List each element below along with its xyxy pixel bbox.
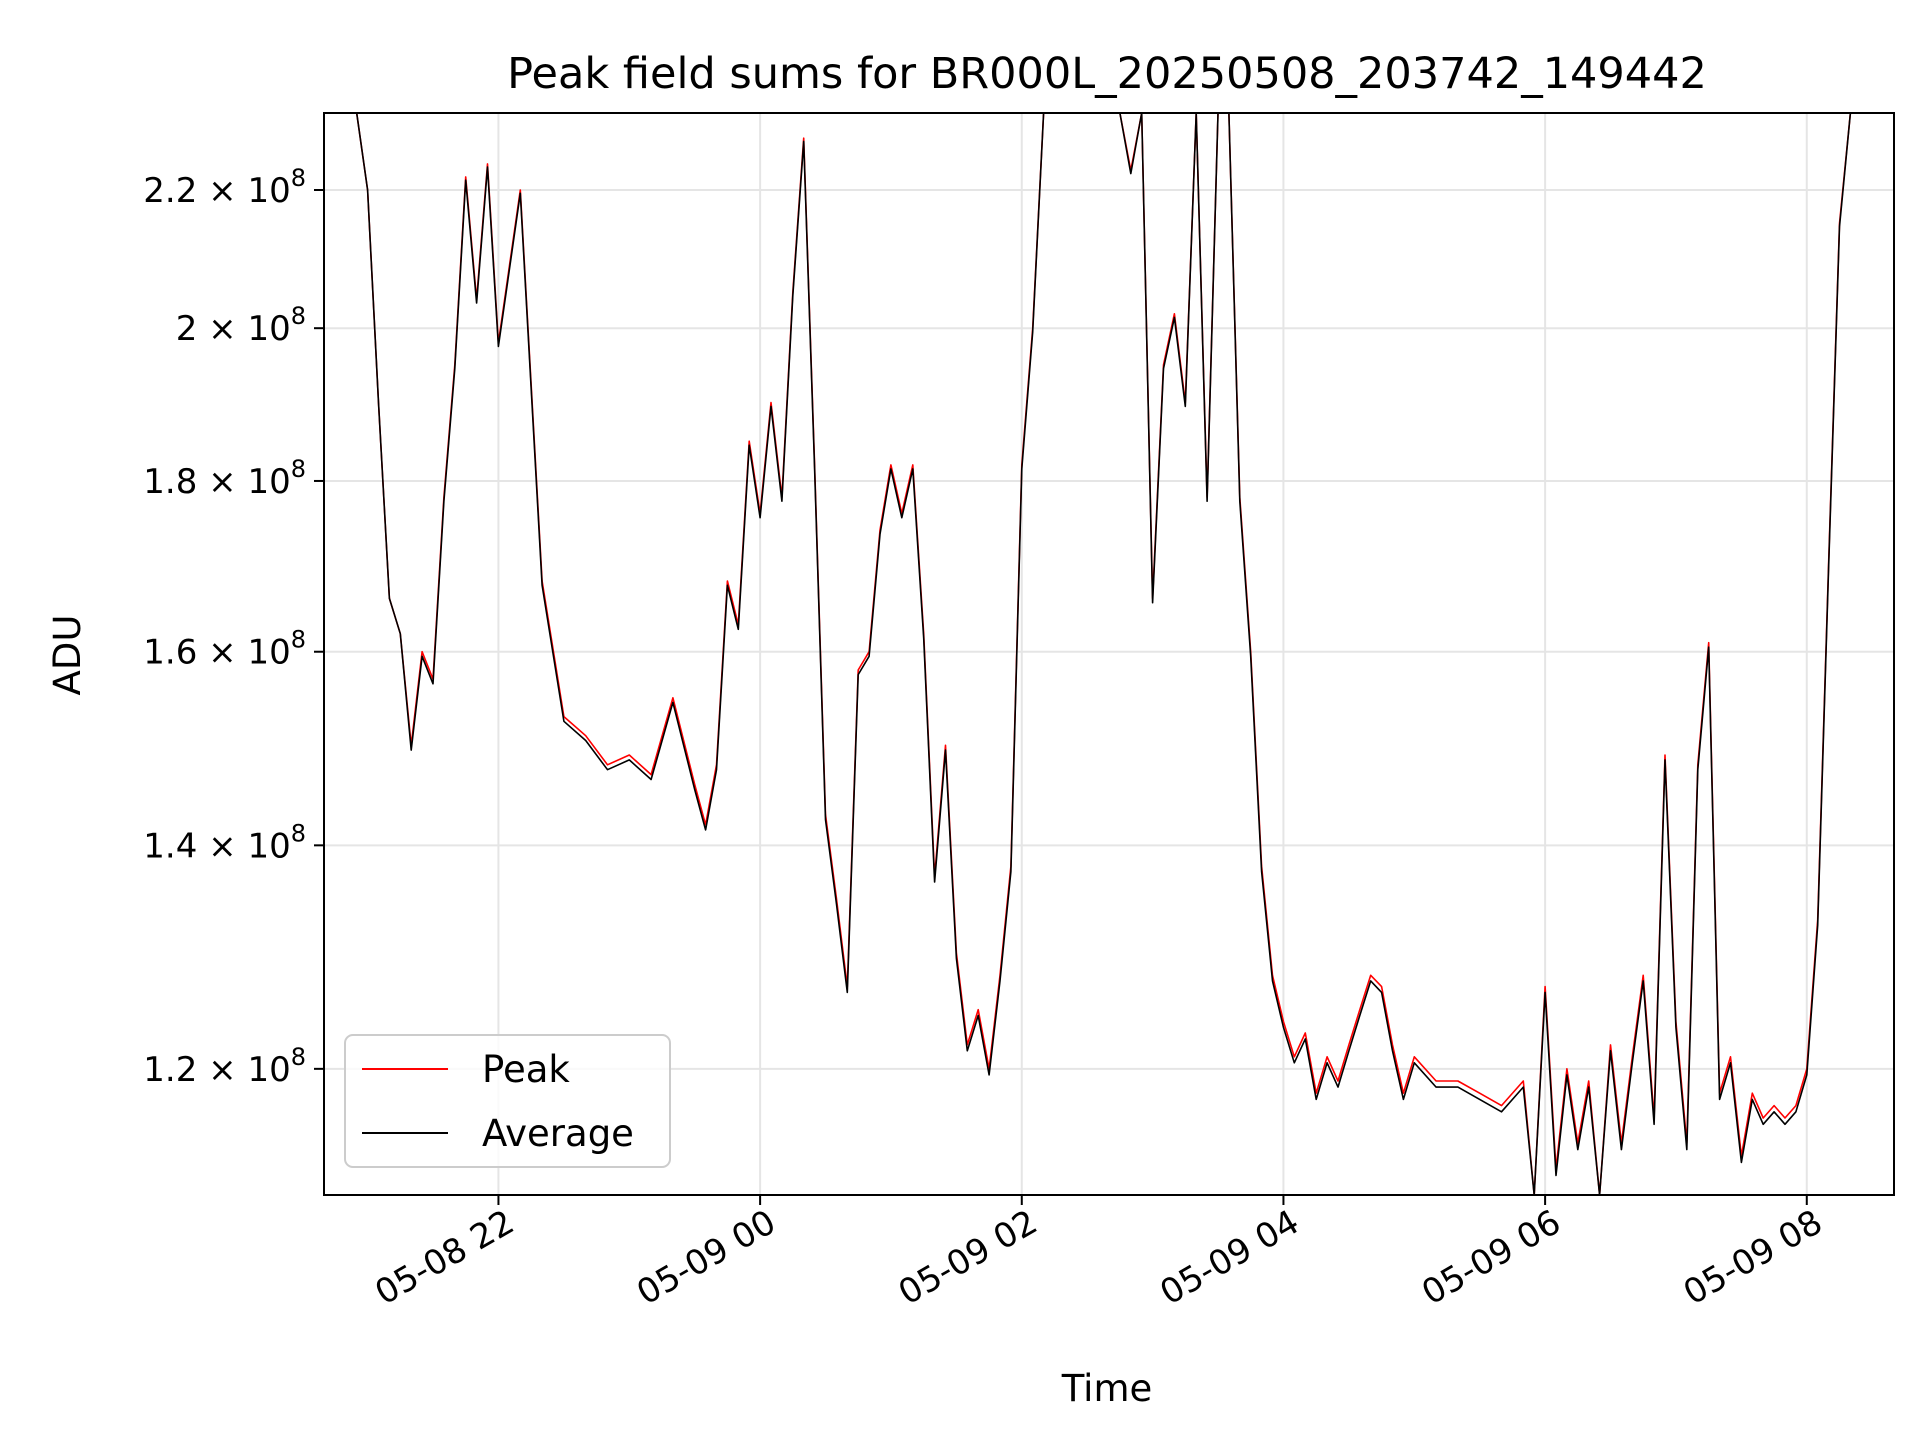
series-line-average <box>324 112 1873 1196</box>
grid-lines <box>324 113 1894 1195</box>
y-axis-ticks: 1.2 × 108 1.4 × 108 1.6 × 108 1.8 × 108 2 × … <box>143 164 324 1090</box>
legend: Peak Average <box>344 1034 671 1168</box>
y-tick-label: 2.2 × 108 <box>143 164 306 211</box>
legend-average-label: Average <box>482 1112 634 1155</box>
y-tick-label: 2 × 108 <box>176 302 306 349</box>
y-tick-label: 1.8 × 108 <box>143 455 306 502</box>
chart-title: Peak field sums for BR000L_20250508_2037… <box>507 49 1707 99</box>
y-tick-label: 1.4 × 108 <box>143 819 306 866</box>
plot-frame <box>323 112 1895 1196</box>
y-axis-label: ADU <box>46 615 89 696</box>
x-axis-label: Time <box>1061 1367 1153 1410</box>
series-lines <box>324 112 1873 1196</box>
legend-peak-label: Peak <box>482 1048 570 1091</box>
y-tick-label: 1.6 × 108 <box>143 626 306 673</box>
y-tick-label: 1.2 × 108 <box>143 1043 306 1090</box>
